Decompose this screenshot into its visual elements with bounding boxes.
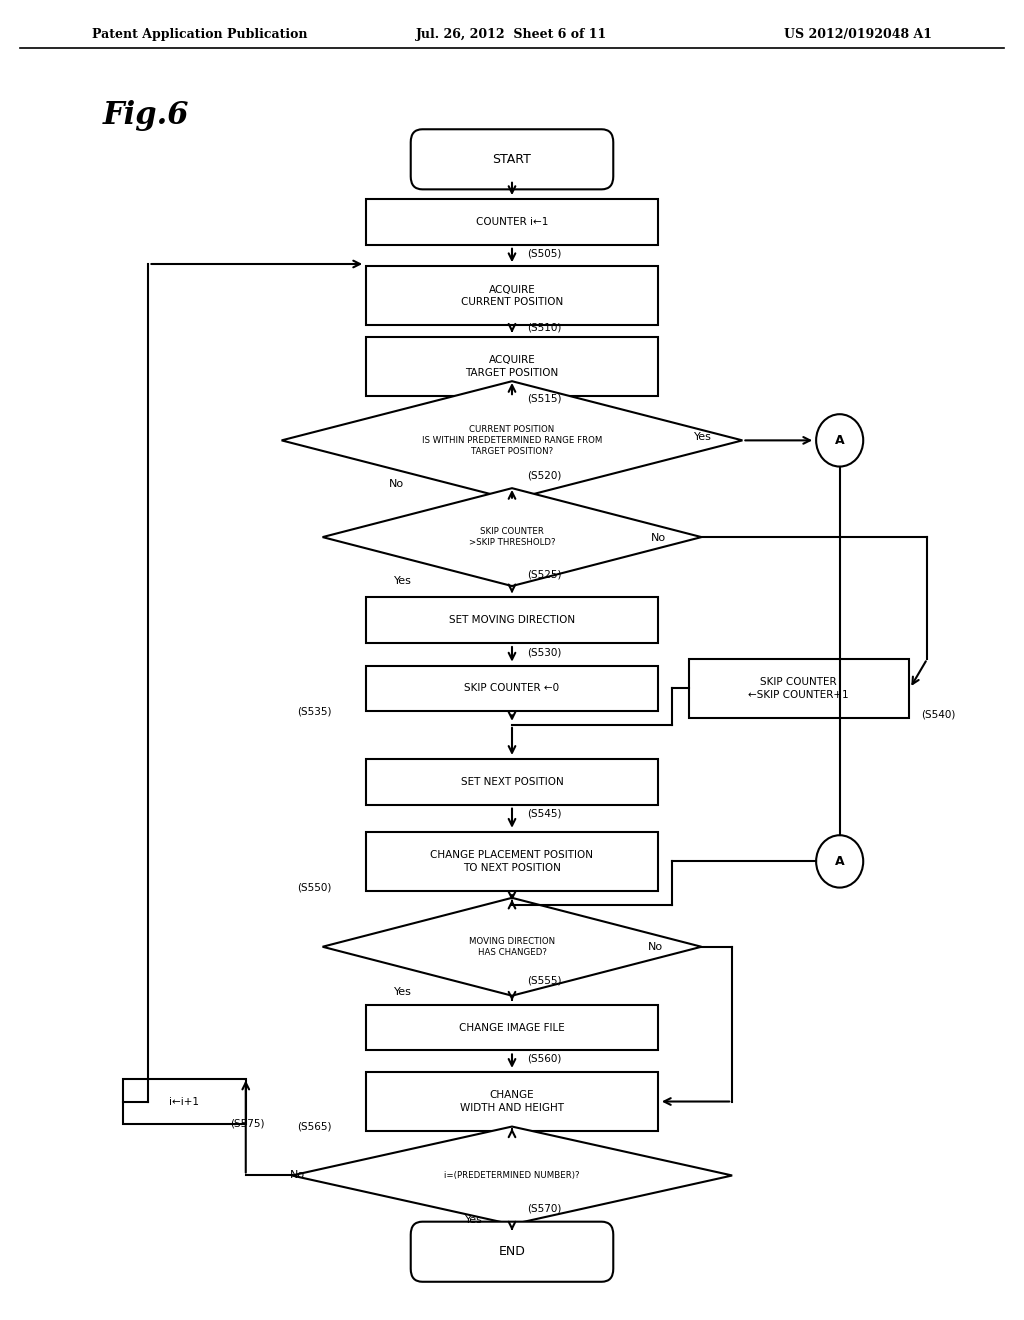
Polygon shape (292, 1126, 732, 1225)
Text: No: No (290, 1171, 304, 1180)
Text: Jul. 26, 2012  Sheet 6 of 11: Jul. 26, 2012 Sheet 6 of 11 (417, 29, 607, 41)
Circle shape (816, 414, 863, 466)
Text: (S530): (S530) (527, 647, 562, 657)
Bar (367, 598, 658, 643)
Text: Yes: Yes (393, 987, 412, 998)
Text: Patent Application Publication: Patent Application Publication (92, 29, 307, 41)
Circle shape (816, 836, 863, 887)
Text: (S560): (S560) (527, 1053, 562, 1064)
Bar (688, 659, 909, 718)
Text: (S545): (S545) (527, 809, 562, 818)
Text: START: START (493, 153, 531, 166)
Text: SKIP COUNTER ←0: SKIP COUNTER ←0 (465, 684, 559, 693)
Text: (S540): (S540) (922, 710, 956, 719)
Text: A: A (835, 434, 845, 447)
Text: No: No (648, 941, 663, 952)
Text: (S565): (S565) (297, 1122, 332, 1131)
FancyBboxPatch shape (411, 129, 613, 189)
Polygon shape (323, 488, 701, 586)
Polygon shape (282, 381, 742, 499)
Text: ACQUIRE
CURRENT POSITION: ACQUIRE CURRENT POSITION (461, 285, 563, 308)
Text: Yes: Yes (393, 577, 412, 586)
Text: i←i+1: i←i+1 (169, 1097, 200, 1106)
Text: MOVING DIRECTION
HAS CHANGED?: MOVING DIRECTION HAS CHANGED? (469, 937, 555, 957)
Text: ACQUIRE
TARGET POSITION: ACQUIRE TARGET POSITION (465, 355, 559, 378)
Text: (S555): (S555) (527, 975, 562, 986)
Text: CHANGE IMAGE FILE: CHANGE IMAGE FILE (459, 1023, 565, 1032)
Bar (367, 665, 658, 711)
Text: CURRENT POSITION
IS WITHIN PREDETERMINED RANGE FROM
TARGET POSITION?: CURRENT POSITION IS WITHIN PREDETERMINED… (422, 425, 602, 455)
FancyBboxPatch shape (411, 1222, 613, 1282)
Bar (367, 832, 658, 891)
Text: (S550): (S550) (297, 883, 332, 892)
Text: COUNTER i←1: COUNTER i←1 (476, 216, 548, 227)
Text: Fig.6: Fig.6 (102, 100, 188, 131)
Text: (S575): (S575) (230, 1118, 265, 1129)
Text: (S570): (S570) (527, 1204, 562, 1213)
Text: Yes: Yes (693, 432, 712, 442)
Text: (S520): (S520) (527, 471, 562, 480)
Text: (S535): (S535) (297, 706, 332, 717)
Text: (S510): (S510) (527, 322, 562, 333)
Text: SKIP COUNTER
>SKIP THRESHOLD?: SKIP COUNTER >SKIP THRESHOLD? (469, 527, 555, 548)
Text: (S515): (S515) (527, 393, 562, 404)
Bar (367, 337, 658, 396)
Text: (S505): (S505) (527, 248, 562, 259)
Bar (367, 1072, 658, 1131)
Bar (123, 1078, 246, 1125)
Text: Yes: Yes (465, 1214, 483, 1225)
Text: A: A (835, 855, 845, 869)
Text: No: No (389, 479, 403, 488)
Text: SET MOVING DIRECTION: SET MOVING DIRECTION (449, 615, 575, 626)
Text: SKIP COUNTER
←SKIP COUNTER+1: SKIP COUNTER ←SKIP COUNTER+1 (749, 677, 849, 700)
Text: CHANGE PLACEMENT POSITION
TO NEXT POSITION: CHANGE PLACEMENT POSITION TO NEXT POSITI… (430, 850, 594, 873)
Polygon shape (323, 898, 701, 995)
Text: US 2012/0192048 A1: US 2012/0192048 A1 (783, 29, 932, 41)
Bar (367, 267, 658, 326)
Text: CHANGE
WIDTH AND HEIGHT: CHANGE WIDTH AND HEIGHT (460, 1090, 564, 1113)
Text: END: END (499, 1245, 525, 1258)
Text: SET NEXT POSITION: SET NEXT POSITION (461, 776, 563, 787)
Text: (S525): (S525) (527, 570, 562, 579)
Bar (367, 199, 658, 244)
Text: No: No (651, 533, 666, 544)
Text: i=(PREDETERMINED NUMBER)?: i=(PREDETERMINED NUMBER)? (444, 1171, 580, 1180)
Bar (367, 759, 658, 804)
Bar (367, 1005, 658, 1051)
